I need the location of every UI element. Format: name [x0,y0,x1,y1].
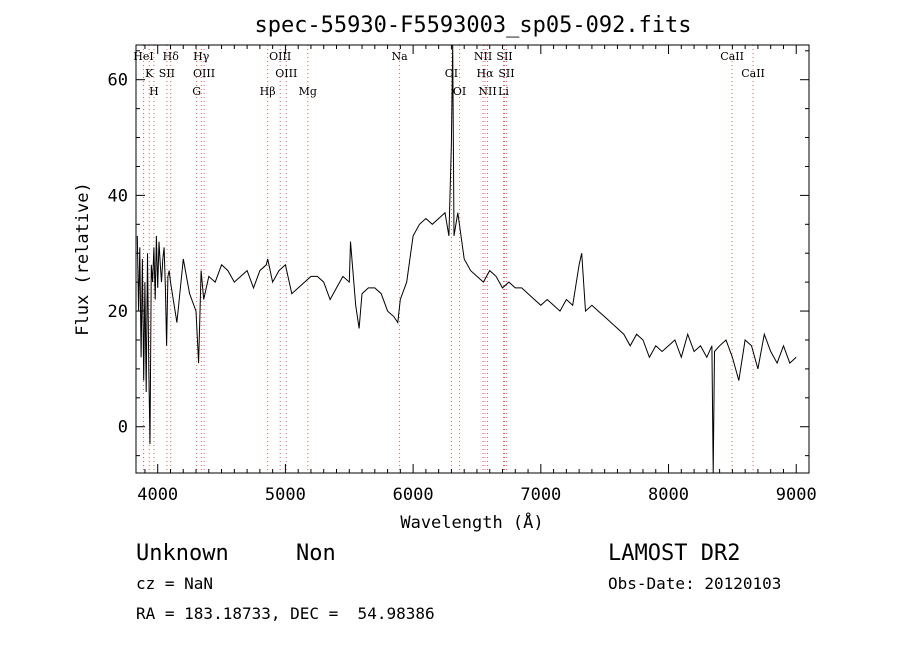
y-tick-label: 0 [118,418,128,438]
y-tick-label: 40 [108,186,128,206]
x-tick-label: 5000 [265,485,306,505]
spectral-line-label: NII [478,85,496,98]
spectral-line-label: NII [474,50,492,63]
spectral-line-label: Li [498,85,509,98]
x-axis-label: Wavelength (Å) [400,511,543,533]
x-tick-label: 7000 [520,485,561,505]
x-tick-label: 4000 [137,485,178,505]
spectral-line-label: CaII [741,67,765,80]
spectral-line-markers [143,45,754,473]
spectral-line-label: SII [159,67,175,80]
spectral-line-label: OIII [193,67,215,80]
x-tick-label: 6000 [393,485,434,505]
class-label: Unknown [136,541,229,566]
axis-ticks [136,45,809,473]
spectral-line-label: H [149,85,159,98]
spectral-line-label: SII [498,67,514,80]
y-tick-label: 20 [108,302,128,322]
coordinates-text: RA = 183.18733, DEC = 54.98386 [136,604,435,623]
spectral-line-label: CaII [720,50,744,63]
spectral-line-labels: HeIKHHδSIIGHγOIIIHβOIIIOIIIMgNaOIOINIIHα… [133,50,765,98]
y-axis-label: Flux (relative) [73,182,93,336]
spectral-line-label: Na [391,50,408,63]
spectral-line-label: Hα [476,67,494,80]
obs-date-text: Obs-Date: 20120103 [608,574,782,593]
subclass-label: Non [296,541,336,566]
spectral-line-label: OI [453,85,466,98]
spectrum-series-line [136,44,797,474]
plot-frame [135,44,810,474]
axis-tick-labels: 4000 5000 6000 7000 8000 9000 0 20 40 60 [108,71,817,505]
spectral-line-label: SII [496,50,512,63]
spectral-line-label: OI [445,67,458,80]
y-tick-label: 60 [108,71,128,91]
spectral-line-label: Hβ [260,85,276,98]
survey-label: LAMOST DR2 [608,541,741,566]
spectral-line-label: Mg [299,85,317,98]
x-tick-label: 8000 [648,485,689,505]
cz-value: cz = NaN [136,574,214,593]
spectral-line-label: Hδ [163,50,180,63]
spectral-line-label: OIII [269,50,291,63]
spectral-line-label: Hγ [193,50,210,63]
x-tick-label: 9000 [776,485,817,505]
spectral-line-label: G [192,85,201,98]
spectral-line-label: OIII [275,67,297,80]
spectral-line-label: K [145,67,154,80]
chart-title: spec-55930-F5593003_sp05-092.fits [254,13,691,38]
spectral-line-label: HeI [133,50,153,63]
